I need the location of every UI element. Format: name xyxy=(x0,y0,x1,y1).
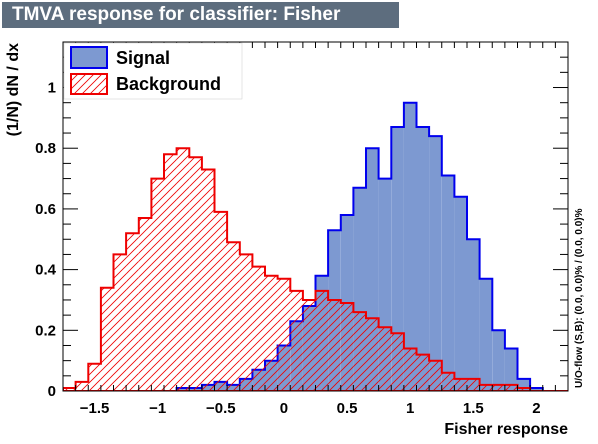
background-bin xyxy=(441,372,455,391)
background-bin xyxy=(504,384,518,391)
x-tick-label: 0.5 xyxy=(337,400,358,417)
background-bin xyxy=(113,254,127,391)
x-axis-title: Fisher response xyxy=(444,421,568,438)
background-bin xyxy=(151,178,164,391)
background-bin xyxy=(302,300,316,391)
signal-bin xyxy=(479,278,493,391)
legend-background-swatch xyxy=(70,73,108,95)
background-bin xyxy=(315,290,329,391)
signal-bin xyxy=(504,348,518,391)
signal-bin xyxy=(429,136,442,391)
background-bin xyxy=(454,378,467,391)
background-bin xyxy=(201,169,215,391)
background-bin xyxy=(100,287,114,391)
chart-title: TMVA response for classifier: Fisher xyxy=(2,2,399,28)
signal-bin xyxy=(467,239,480,391)
background-bin xyxy=(277,278,291,391)
legend-signal-label: Signal xyxy=(116,48,170,68)
signal-bin xyxy=(416,127,430,391)
background-bin xyxy=(239,254,253,391)
background-bin xyxy=(227,242,240,391)
y-axis: 0 0.2 0.4 0.6 0.8 1 xyxy=(35,41,568,400)
y-tick-label: 0 xyxy=(48,383,56,400)
background-bin xyxy=(252,266,265,391)
background-bin xyxy=(75,381,89,391)
x-tick-label: −1 xyxy=(149,400,166,417)
background-bin xyxy=(88,363,101,391)
background-bin xyxy=(429,360,442,391)
signal-bin xyxy=(391,127,404,391)
background-bin xyxy=(492,384,505,391)
background-bin xyxy=(340,303,354,391)
x-tick-label: −1.5 xyxy=(80,400,110,417)
background-bin xyxy=(391,333,404,391)
x-tick-label: 1.5 xyxy=(463,400,484,417)
x-tick-label: 2 xyxy=(532,400,540,417)
signal-bin xyxy=(530,388,543,391)
background-bin xyxy=(290,290,303,391)
background-bin xyxy=(63,388,76,391)
legend-signal-swatch xyxy=(70,46,108,69)
overflow-note: U/O-flow (S,B): (0.0, 0.0)% / (0.0, 0.0)… xyxy=(574,208,585,388)
background-bin xyxy=(126,233,139,391)
background-bin xyxy=(265,275,278,391)
background-bin xyxy=(403,348,417,391)
background-bin xyxy=(416,354,430,391)
background-bin xyxy=(366,318,379,391)
background-bin xyxy=(517,388,531,391)
background-bin xyxy=(138,218,152,391)
background-bin xyxy=(353,312,366,391)
background-bin xyxy=(176,148,190,391)
x-axis: −1.5 −1 −0.5 0 0.5 1 1.5 2 xyxy=(62,42,569,417)
background-bin xyxy=(378,327,392,391)
background-bin xyxy=(328,300,341,391)
signal-bin xyxy=(492,330,505,391)
background-bin xyxy=(164,154,177,391)
x-tick-label: 1 xyxy=(406,400,414,417)
background-outline xyxy=(63,147,568,391)
series-background xyxy=(63,147,568,391)
y-axis-title: (1/N) dN / dx xyxy=(5,43,22,136)
signal-bin xyxy=(454,196,467,391)
y-tick-label: 0.6 xyxy=(35,201,56,218)
signal-bin xyxy=(441,175,455,391)
background-bin xyxy=(189,157,202,391)
signal-bin xyxy=(403,102,417,391)
y-tick-label: 1 xyxy=(48,80,56,97)
background-bin xyxy=(214,211,228,391)
y-tick-label: 0.2 xyxy=(35,322,56,339)
y-tick-label: 0.8 xyxy=(35,140,56,157)
x-tick-label: 0 xyxy=(280,400,288,417)
background-bin xyxy=(479,384,493,391)
legend-background-label: Background xyxy=(116,74,221,94)
x-tick-label: −0.5 xyxy=(206,400,236,417)
legend: Signal Background xyxy=(63,42,243,100)
y-tick-label: 0.4 xyxy=(35,262,57,279)
background-bin xyxy=(467,378,480,391)
